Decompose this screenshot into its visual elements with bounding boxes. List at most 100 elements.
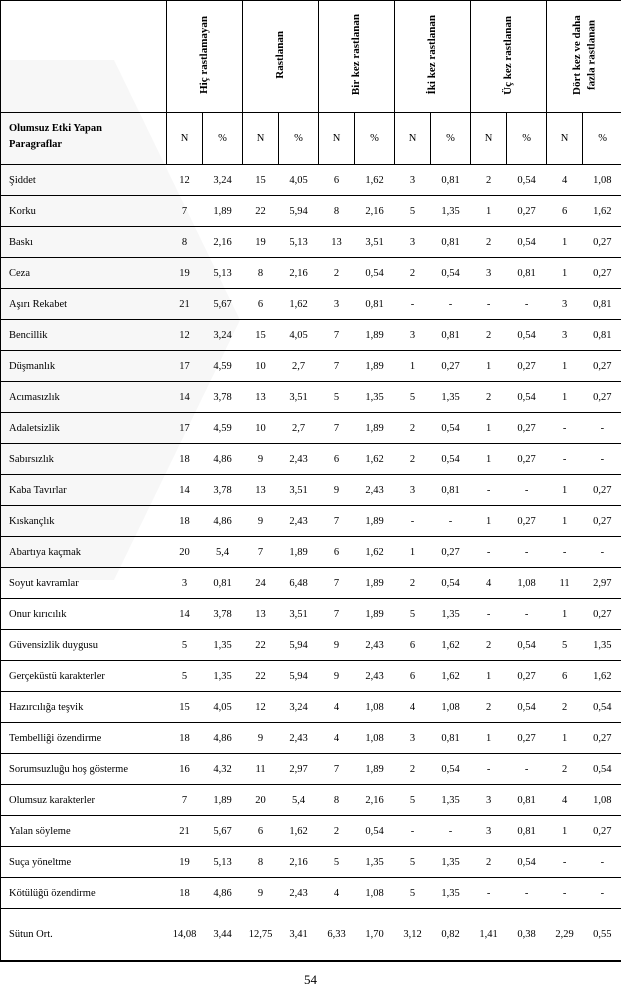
cell: 1 — [547, 475, 583, 506]
table-row: Hazırcılığa teşvik154,05123,2441,0841,08… — [1, 692, 621, 723]
cell: 4 — [471, 568, 507, 599]
cell: 2 — [395, 413, 431, 444]
cell: 1 — [471, 723, 507, 754]
cell: 20 — [243, 785, 279, 816]
row-label: Düşmanlık — [1, 351, 167, 382]
sub-p-2: % — [355, 113, 395, 165]
cell: 4,86 — [203, 878, 243, 909]
cell: 2 — [471, 692, 507, 723]
cell: 3 — [395, 165, 431, 196]
cell: 21 — [167, 289, 203, 320]
cell: 1,08 — [355, 878, 395, 909]
cell: 0,38 — [507, 909, 547, 961]
sub-p-3: % — [431, 113, 471, 165]
cell: 3,12 — [395, 909, 431, 961]
cell: 3,24 — [279, 692, 319, 723]
cell: 0,27 — [583, 506, 621, 537]
cell: - — [507, 599, 547, 630]
cell: 2,29 — [547, 909, 583, 961]
cell: 4,86 — [203, 444, 243, 475]
cell: 4 — [395, 692, 431, 723]
cell: 0,27 — [583, 816, 621, 847]
cell: 1,89 — [355, 568, 395, 599]
cell: 22 — [243, 196, 279, 227]
table-row: Sütun Ort.14,083,4412,753,416,331,703,12… — [1, 909, 621, 961]
cell: 4,86 — [203, 506, 243, 537]
cell: 4,32 — [203, 754, 243, 785]
sub-p-1: % — [279, 113, 319, 165]
sub-n-5: N — [547, 113, 583, 165]
table-row: Gerçeküstü karakterler51,35225,9492,4361… — [1, 661, 621, 692]
sub-p-0: % — [203, 113, 243, 165]
cell: 0,81 — [431, 320, 471, 351]
cell: 13 — [243, 599, 279, 630]
cell: 0,54 — [583, 754, 621, 785]
cell: 5 — [395, 847, 431, 878]
cell: 1,08 — [431, 692, 471, 723]
cell: 5,13 — [279, 227, 319, 258]
cell: 1 — [471, 661, 507, 692]
table-row: Adaletsizlik174,59102,771,8920,5410,27-- — [1, 413, 621, 444]
cell: 1 — [547, 351, 583, 382]
cell: - — [471, 754, 507, 785]
cell: 1,35 — [431, 382, 471, 413]
cell: 0,81 — [583, 320, 621, 351]
cell: 3,78 — [203, 599, 243, 630]
cell: 7 — [167, 785, 203, 816]
cell: - — [583, 413, 621, 444]
row-label: Tembelliği özendirme — [1, 723, 167, 754]
cell: 1 — [471, 506, 507, 537]
cell: 5,13 — [203, 847, 243, 878]
cell: 7 — [319, 754, 355, 785]
cell: 18 — [167, 878, 203, 909]
table-row: Olumsuz karakterler71,89205,482,1651,353… — [1, 785, 621, 816]
cell: 0,55 — [583, 909, 621, 961]
col-group-3: İki kez rastlanan — [395, 1, 471, 113]
cell: 2,43 — [279, 723, 319, 754]
cell: 0,81 — [583, 289, 621, 320]
col-group-4: Üç kez rastlanan — [471, 1, 547, 113]
col-group-4-label: Üç kez rastlanan — [501, 10, 515, 101]
cell: 3 — [395, 475, 431, 506]
cell: 6 — [243, 816, 279, 847]
row-label: Kıskançlık — [1, 506, 167, 537]
cell: - — [547, 444, 583, 475]
cell: 4,05 — [279, 320, 319, 351]
col-group-1-label: Rastlanan — [273, 25, 287, 85]
cell: 5,94 — [279, 196, 319, 227]
row-label: Kaba Tavırlar — [1, 475, 167, 506]
cell: 2,43 — [279, 506, 319, 537]
col-group-2: Bir kez rastlanan — [319, 1, 395, 113]
cell: 4 — [319, 878, 355, 909]
cell: - — [547, 878, 583, 909]
row-label: Abartıya kaçmak — [1, 537, 167, 568]
cell: - — [431, 289, 471, 320]
cell: 0,27 — [507, 351, 547, 382]
table-row: Acımasızlık143,78133,5151,3551,3520,5410… — [1, 382, 621, 413]
cell: 0,81 — [431, 475, 471, 506]
cell: 17 — [167, 413, 203, 444]
cell: 8 — [243, 847, 279, 878]
cell: 5 — [395, 196, 431, 227]
cell: - — [507, 537, 547, 568]
cell: 0,27 — [507, 506, 547, 537]
cell: 0,27 — [507, 661, 547, 692]
table-head: Hiç rastlamayan Rastlanan Bir kez rastla… — [1, 1, 621, 165]
cell: 1 — [547, 506, 583, 537]
table-row: Soyut kavramlar30,81246,4871,8920,5441,0… — [1, 568, 621, 599]
cell: 2,16 — [279, 847, 319, 878]
cell: 7 — [243, 537, 279, 568]
cell: 3,51 — [355, 227, 395, 258]
cell: 3,51 — [279, 599, 319, 630]
cell: 1,35 — [431, 878, 471, 909]
cell: 2,43 — [355, 475, 395, 506]
cell: 4 — [319, 723, 355, 754]
cell: 5,4 — [203, 537, 243, 568]
col-group-2-label: Bir kez rastlanan — [349, 8, 363, 101]
cell: 11 — [243, 754, 279, 785]
cell: 3,41 — [279, 909, 319, 961]
cell: 3 — [471, 816, 507, 847]
cell: 2,43 — [355, 630, 395, 661]
cell: 19 — [243, 227, 279, 258]
col-group-5-label: Dört kez ve daha fazla rastlanan — [570, 1, 599, 109]
